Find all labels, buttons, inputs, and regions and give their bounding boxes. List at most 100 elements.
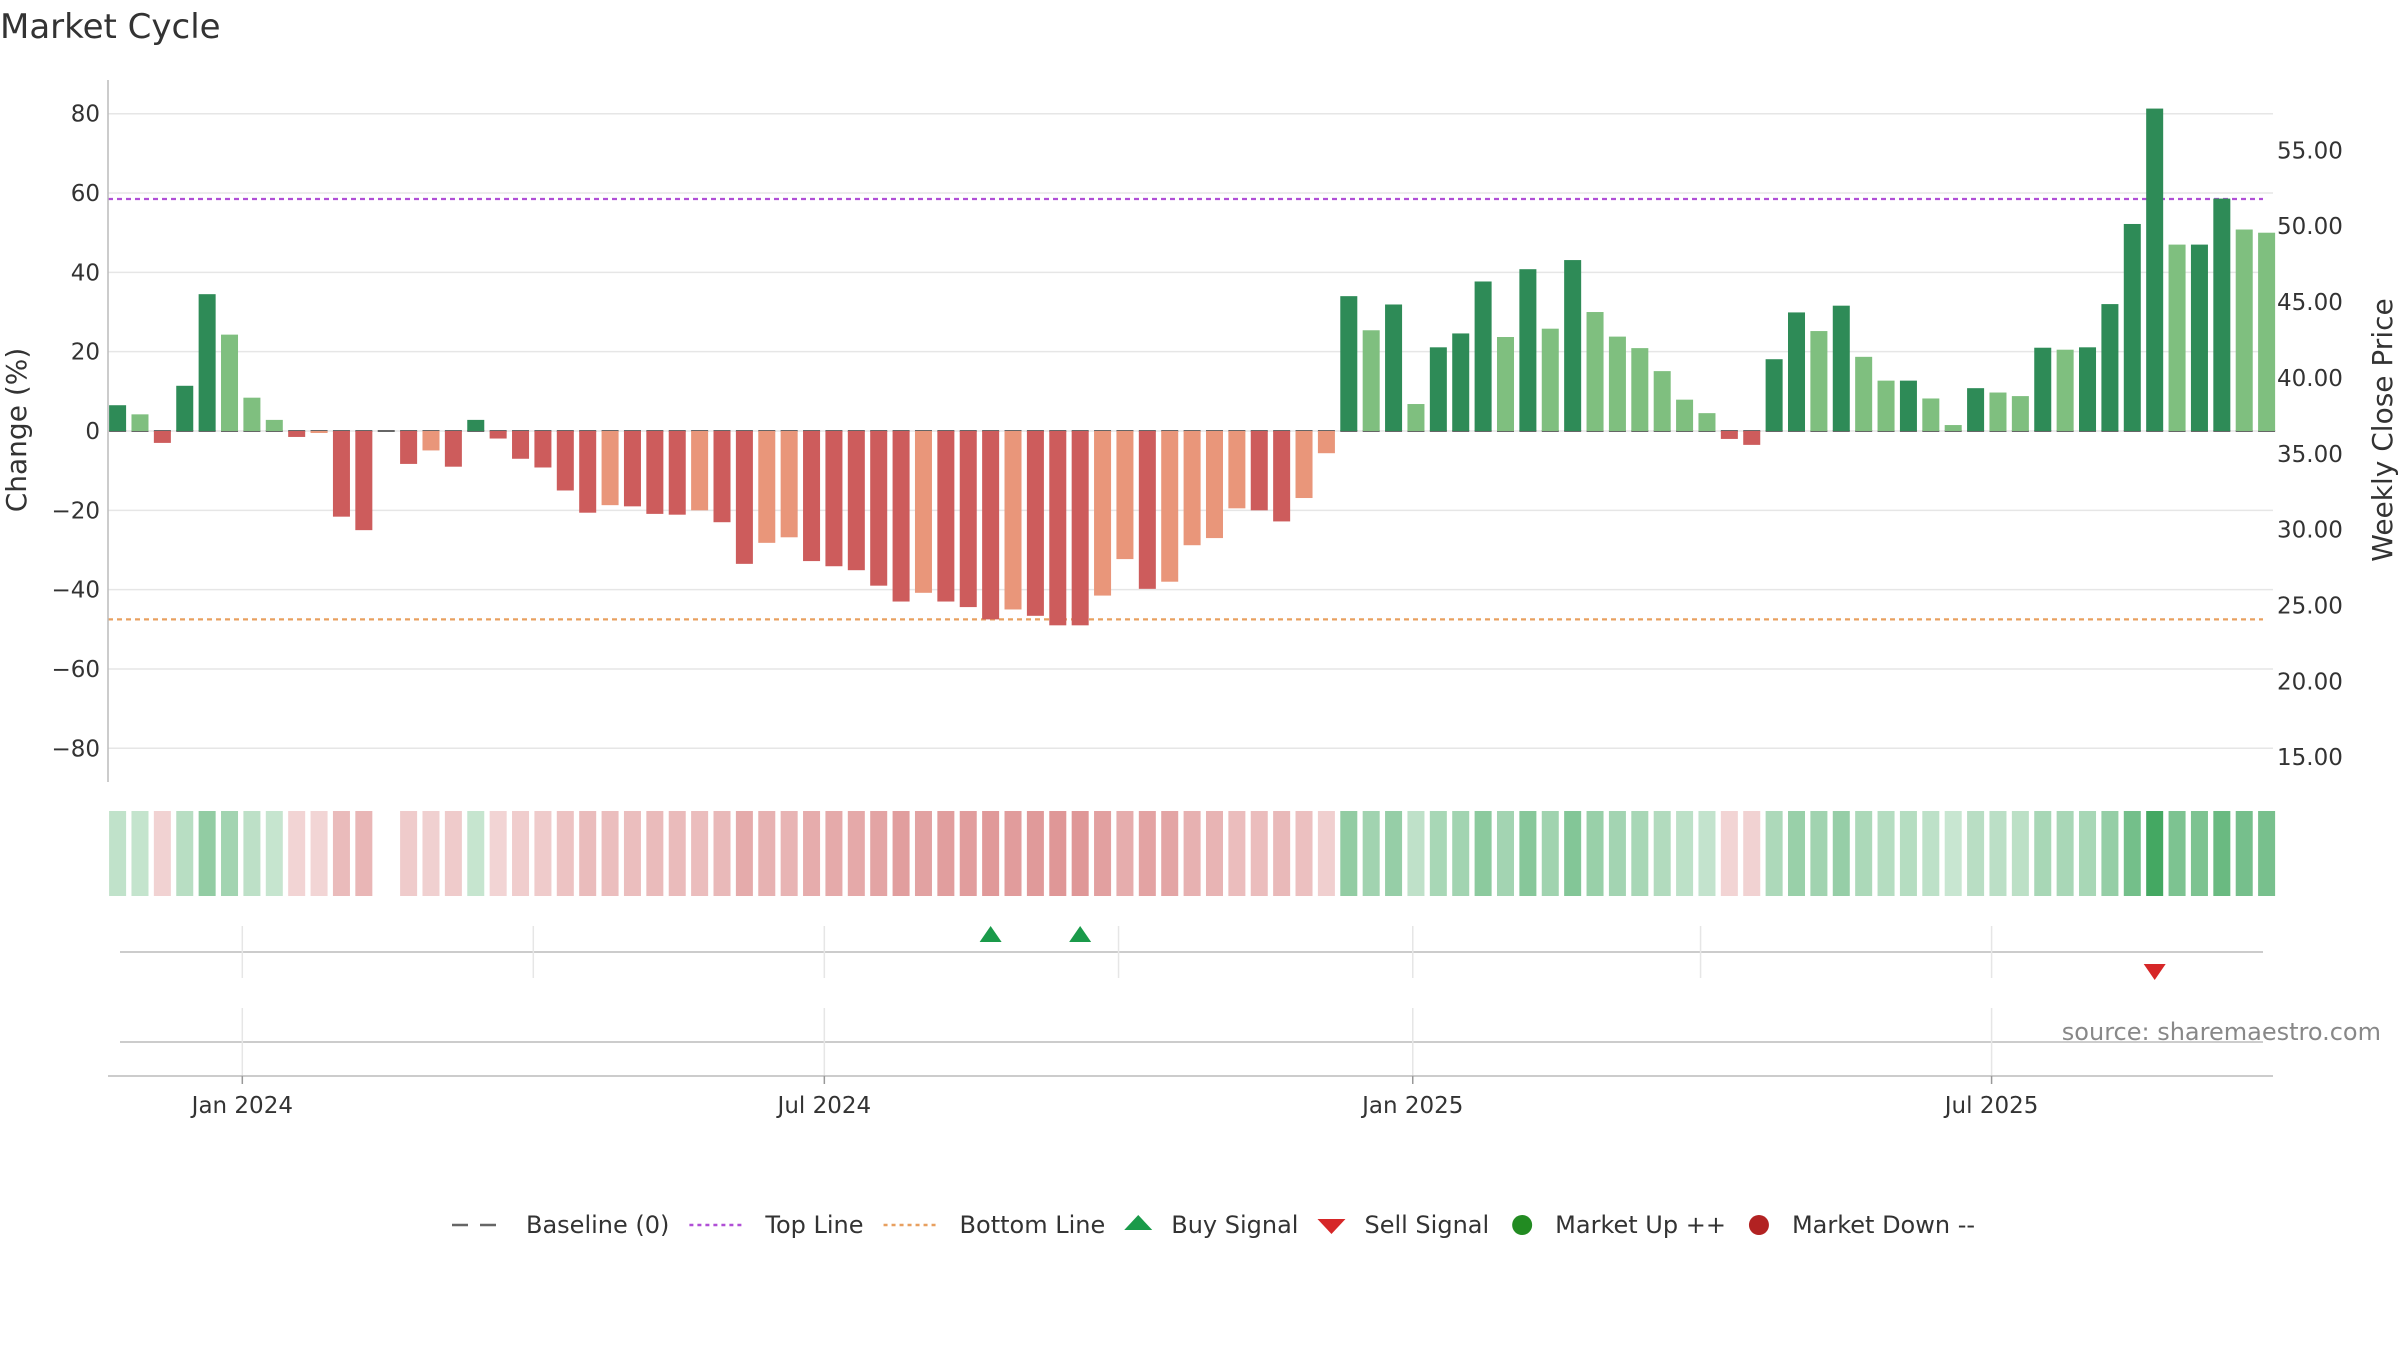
bar	[1138, 431, 1156, 589]
heat-cell	[2146, 811, 2164, 896]
heat-cell	[1250, 811, 1268, 896]
heat-cell	[2168, 811, 2186, 896]
bar	[1944, 425, 1962, 431]
heat-cell	[534, 811, 552, 896]
heat-cell	[1720, 811, 1738, 896]
bar	[780, 431, 798, 538]
heat-cell	[2235, 811, 2253, 896]
bar	[1765, 359, 1783, 431]
heat-cell	[1967, 811, 1985, 896]
bar	[1474, 281, 1492, 431]
bar	[713, 431, 731, 523]
heat-cell	[1676, 811, 1694, 896]
heat-cell	[1407, 811, 1425, 896]
legend-item: Market Down --	[1748, 1211, 1975, 1239]
bar	[1832, 305, 1850, 431]
heat-cell	[2123, 811, 2141, 896]
heat-cell	[959, 811, 977, 896]
bar	[1698, 413, 1716, 431]
y-tick-label: 80	[71, 102, 100, 128]
heat-cell	[691, 811, 709, 896]
bar	[489, 431, 507, 439]
bar	[176, 385, 194, 431]
x-tick-label: Jan 2025	[1360, 1093, 1463, 1119]
legend-swatch	[1748, 1215, 1769, 1235]
bar	[1989, 392, 2007, 431]
bar	[2101, 304, 2119, 431]
x-tick-label: Jul 2025	[1943, 1093, 2039, 1119]
heat-cell	[1832, 811, 1850, 896]
bar	[1922, 398, 1940, 431]
bar	[1094, 431, 1112, 596]
y2-tick-label: 40.00	[2277, 366, 2343, 392]
bar	[2034, 347, 2052, 431]
heat-cell	[623, 811, 641, 896]
legend-item: Bottom Line	[883, 1211, 1105, 1239]
heat-cell	[355, 811, 373, 896]
heat-cell	[1273, 811, 1291, 896]
bar	[1116, 431, 1134, 560]
bar	[2258, 232, 2276, 431]
heat-cell	[265, 811, 283, 896]
heat-cell	[489, 811, 507, 896]
bar	[1855, 356, 1873, 431]
bar	[2168, 244, 2186, 431]
bar	[131, 414, 149, 431]
y2-tick-label: 55.00	[2277, 138, 2343, 164]
bar	[1496, 337, 1515, 431]
legend-label: Buy Signal	[1171, 1211, 1298, 1239]
bar	[1877, 380, 1895, 431]
heat-cell	[892, 811, 910, 896]
bar	[355, 431, 373, 531]
heat-cell	[713, 811, 731, 896]
x-tick-label: Jul 2024	[776, 1093, 872, 1119]
heat-cell	[825, 811, 843, 896]
legend-item: Top Line	[689, 1211, 864, 1239]
bar	[2056, 349, 2074, 431]
heat-cell	[1810, 811, 1828, 896]
bar	[1720, 431, 1738, 439]
heat-cell	[1541, 811, 1559, 896]
heat-cell	[1922, 811, 1940, 896]
legend-label: Market Down --	[1792, 1211, 1975, 1239]
heat-cell	[1899, 811, 1917, 896]
heat-cell	[1161, 811, 1179, 896]
y-tick-label: −40	[51, 578, 100, 604]
y-tick-label: −20	[51, 498, 100, 524]
heat-cell	[198, 811, 216, 896]
heat-cell	[1317, 811, 1335, 896]
heat-cell	[870, 811, 888, 896]
heat-cell	[556, 811, 574, 896]
bar	[400, 431, 418, 464]
y-tick-label: −80	[51, 736, 100, 762]
bar	[265, 419, 283, 431]
heat-cell	[1429, 811, 1447, 896]
bar	[1452, 333, 1470, 431]
bar	[892, 431, 910, 602]
bar	[422, 431, 440, 451]
y-tick-label: 20	[71, 340, 100, 366]
heat-cell	[2190, 811, 2208, 896]
heat-cell	[467, 811, 485, 896]
heat-cell	[153, 811, 171, 896]
heat-cell	[1340, 811, 1358, 896]
heat-cell	[1026, 811, 1044, 896]
heat-cell	[2011, 811, 2029, 896]
y2-tick-label: 25.00	[2277, 594, 2343, 620]
bar	[1250, 431, 1268, 511]
heat-cell	[847, 811, 865, 896]
heat-cell	[1183, 811, 1201, 896]
y-tick-label: 60	[71, 181, 100, 207]
heat-cell	[288, 811, 306, 896]
heat-cell	[1877, 811, 1895, 896]
legend: Baseline (0) Top Line Bottom Line Buy Signa…	[452, 1211, 1975, 1239]
bar	[691, 431, 709, 511]
legend-label: Baseline (0)	[526, 1211, 669, 1239]
heat-cell	[1362, 811, 1380, 896]
bar	[937, 431, 955, 602]
heat-cell	[1094, 811, 1112, 896]
legend-item: Sell Signal	[1317, 1211, 1489, 1239]
bar	[1340, 296, 1358, 431]
bar	[534, 431, 552, 468]
